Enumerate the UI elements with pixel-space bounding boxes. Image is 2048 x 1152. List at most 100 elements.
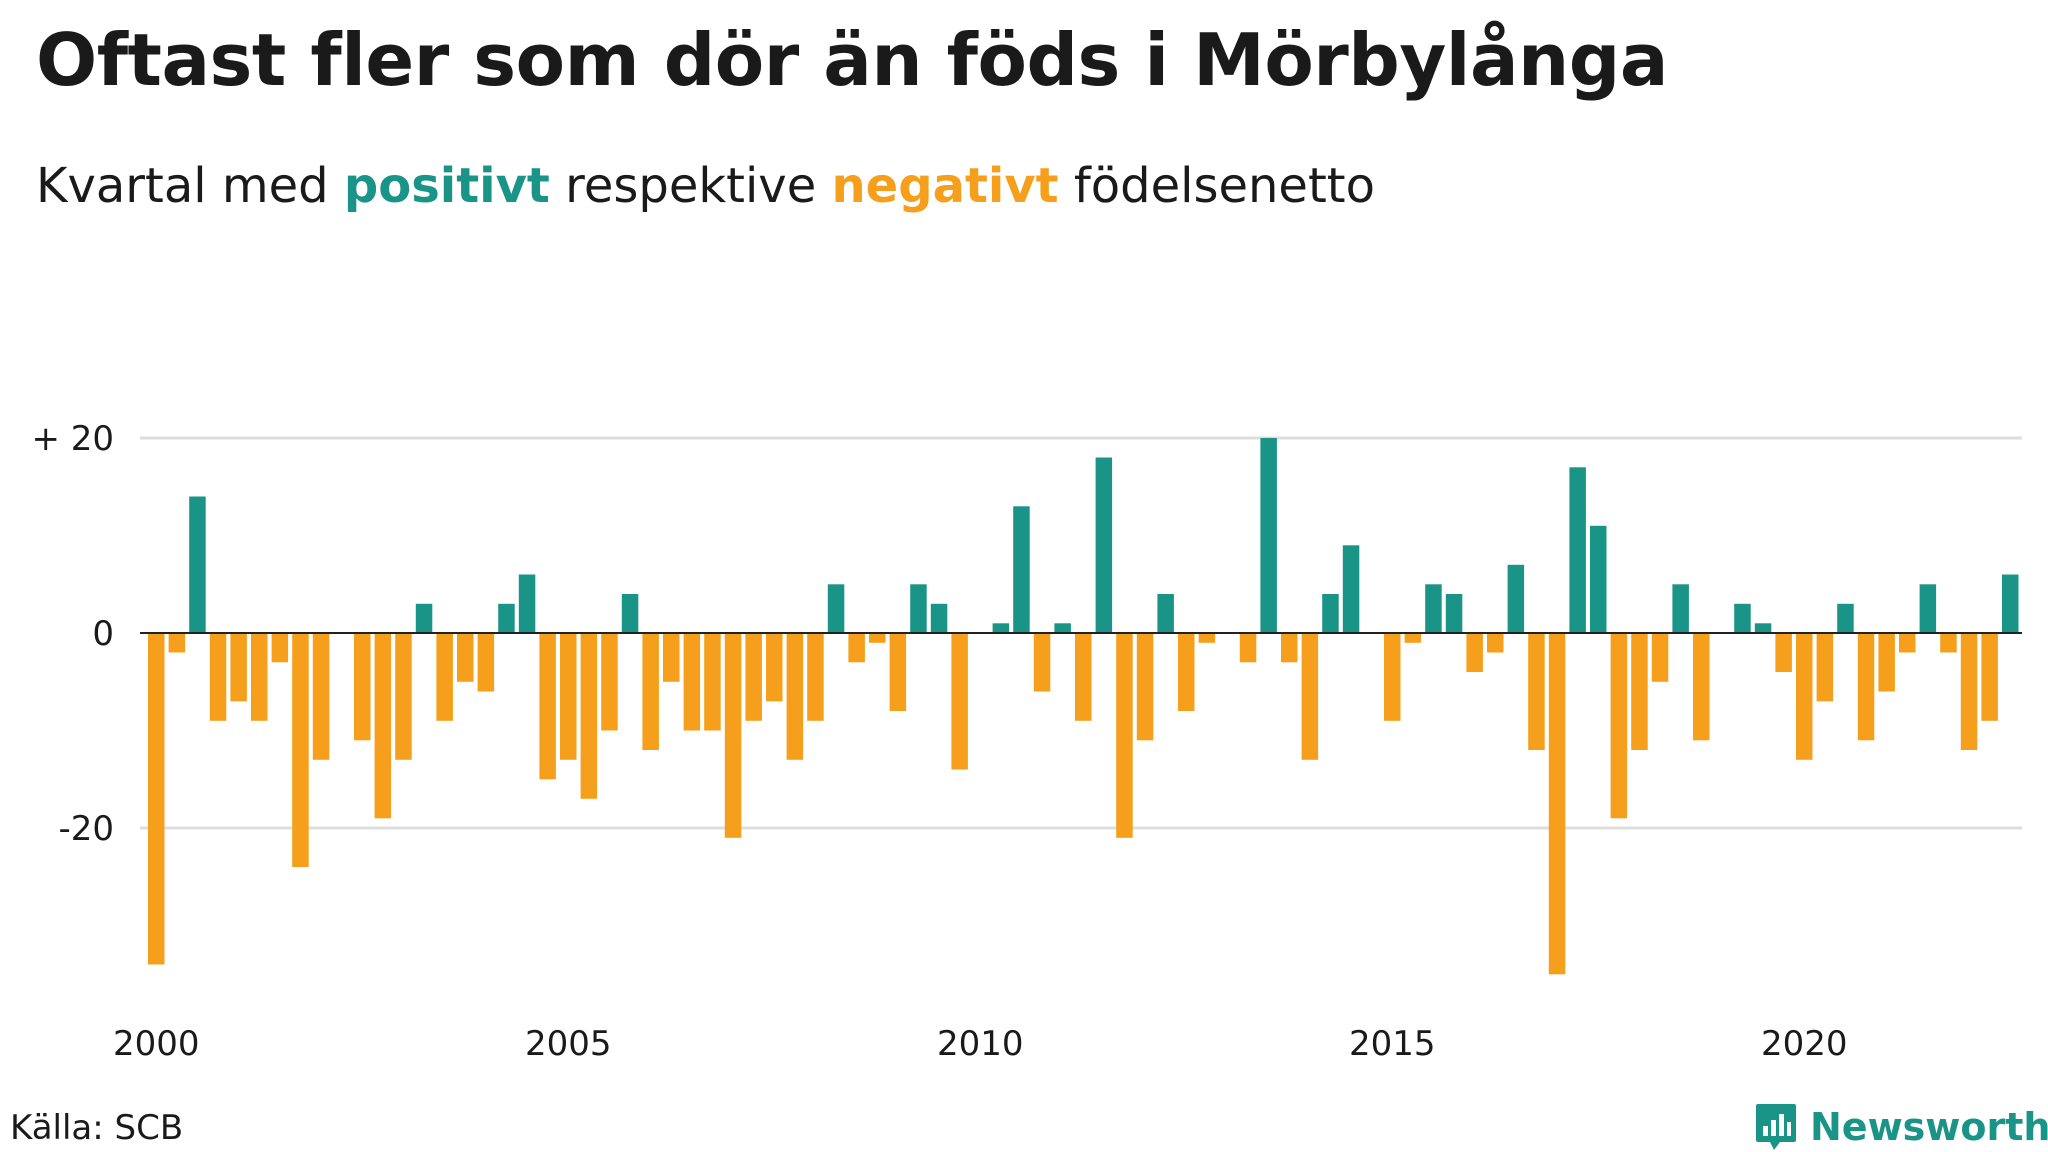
gridlines: [140, 436, 2022, 830]
bar-2018-Q2: [1651, 633, 1669, 682]
x-tick-label: 2010: [937, 1024, 1024, 1064]
bar-2017-Q1: [1548, 633, 1566, 975]
x-tick-label: 2015: [1349, 1024, 1436, 1064]
bar-2016-Q3: [1507, 564, 1525, 634]
bar-2018-Q4: [1693, 633, 1710, 741]
bar-2019-Q3: [1754, 623, 1772, 634]
bar-2012-Q2: [1157, 594, 1174, 633]
bar-chart-bubble-icon: [1756, 1104, 1796, 1150]
bar-2022-Q2: [1981, 633, 1998, 721]
bar-2016-Q2: [1487, 633, 1504, 653]
bar-2014-Q2: [1322, 594, 1339, 633]
bar-2015-Q1: [1384, 633, 1401, 721]
x-tick-label: 2005: [525, 1024, 612, 1064]
bar-2001-Q2: [251, 633, 268, 721]
bar-2010-Q3: [1013, 506, 1030, 634]
bar-2003-Q1: [395, 633, 412, 760]
bar-2013-Q4: [1281, 633, 1298, 663]
bar-2000-Q4: [209, 633, 227, 721]
bar-2013-Q2: [1239, 633, 1257, 663]
bar-2004-Q4: [539, 633, 556, 780]
x-tick-label: 2020: [1761, 1024, 1848, 1064]
brand-name: Newsworthy: [1810, 1105, 2048, 1149]
bar-2018-Q3: [1672, 584, 1689, 634]
bar-2008-Q2: [827, 584, 845, 634]
bar-2012-Q1: [1136, 633, 1154, 741]
bar-2009-Q4: [951, 633, 968, 770]
bar-2020-Q1: [1796, 633, 1813, 760]
x-tick-label: 2000: [113, 1024, 200, 1064]
bar-2014-Q3: [1342, 545, 1360, 634]
bar-2011-Q2: [1075, 633, 1092, 721]
bar-2007-Q1: [724, 633, 742, 838]
bar-2003-Q2: [415, 603, 433, 634]
chart-title: Oftast fler som dör än föds i Mörbylånga: [36, 18, 1668, 102]
bar-2001-Q1: [230, 633, 247, 702]
y-tick-label: 0: [92, 614, 114, 654]
subtitle-text-end: födelsenetto: [1058, 158, 1375, 214]
bar-2005-Q4: [621, 594, 639, 633]
bar-2003-Q3: [436, 633, 453, 721]
bar-2013-Q3: [1260, 438, 1277, 633]
bar-2008-Q3: [848, 633, 865, 663]
y-axis-ticks: + 20 0 -20: [31, 419, 114, 849]
bar-2000-Q3: [189, 496, 206, 633]
bar-2008-Q4: [869, 633, 886, 643]
bar-2017-Q4: [1610, 633, 1628, 819]
bar-2007-Q4: [786, 633, 804, 760]
x-axis-ticks: 2000 2005 2010 2015 2020: [113, 1024, 1848, 1064]
bar-2001-Q3: [271, 633, 289, 663]
bar-2016-Q4: [1528, 633, 1545, 750]
bar-2017-Q3: [1590, 525, 1607, 634]
bar-2008-Q1: [807, 633, 824, 721]
bar-2011-Q1: [1054, 623, 1071, 634]
bar-2002-Q1: [312, 633, 330, 760]
bar-2006-Q4: [704, 633, 721, 731]
bar-2002-Q4: [374, 633, 392, 819]
bar-2010-Q2: [992, 623, 1010, 634]
bar-2021-Q2: [1899, 633, 1916, 653]
y-tick-label: -20: [58, 809, 114, 849]
subtitle-text-start: Kvartal med: [36, 158, 344, 214]
bar-2022-Q3: [2002, 574, 2019, 633]
subtitle-text-middle: respektive: [549, 158, 832, 214]
bar-2016-Q1: [1466, 633, 1483, 672]
bar-2009-Q2: [910, 584, 927, 634]
bar-2012-Q3: [1178, 633, 1195, 711]
bar-2007-Q3: [766, 633, 783, 702]
bar-2001-Q4: [292, 633, 309, 867]
chart-subtitle: Kvartal med positivt respektive negativt…: [36, 158, 1375, 214]
bar-2012-Q4: [1198, 633, 1216, 643]
bar-2000-Q2: [168, 633, 186, 653]
bar-2002-Q3: [354, 633, 371, 741]
bar-2020-Q3: [1837, 603, 1854, 634]
bar-2018-Q1: [1631, 633, 1648, 750]
bar-2011-Q3: [1095, 457, 1113, 633]
subtitle-negative-word: negativt: [831, 158, 1059, 214]
bar-2000-Q1: [148, 633, 165, 965]
bars: [148, 438, 2019, 975]
bar-2004-Q1: [477, 633, 495, 692]
bar-2009-Q1: [889, 633, 907, 711]
bar-2019-Q2: [1734, 603, 1751, 634]
bar-2020-Q4: [1857, 633, 1875, 741]
bar-2015-Q3: [1425, 584, 1442, 634]
bar-2021-Q1: [1878, 633, 1895, 692]
bar-2015-Q4: [1445, 594, 1463, 633]
bar-2011-Q4: [1116, 633, 1133, 838]
source-note: Källa: SCB: [10, 1108, 184, 1148]
bar-2005-Q1: [560, 633, 577, 760]
bar-2005-Q3: [601, 633, 618, 731]
bar-2004-Q3: [518, 574, 536, 633]
bar-2009-Q3: [930, 603, 948, 634]
bar-2006-Q3: [683, 633, 701, 731]
bar-chart: + 20 0 -20 2000 2005 2010 2015 2020: [31, 419, 2022, 1064]
bar-2017-Q2: [1569, 467, 1586, 634]
bar-2010-Q4: [1033, 633, 1051, 692]
bar-2006-Q2: [663, 633, 680, 682]
bar-2006-Q1: [642, 633, 659, 750]
newsworthy-logo: Newsworthy: [1754, 1102, 2048, 1152]
bar-2022-Q1: [1960, 633, 1978, 750]
bar-2005-Q2: [580, 633, 598, 799]
bar-2004-Q2: [498, 603, 515, 634]
